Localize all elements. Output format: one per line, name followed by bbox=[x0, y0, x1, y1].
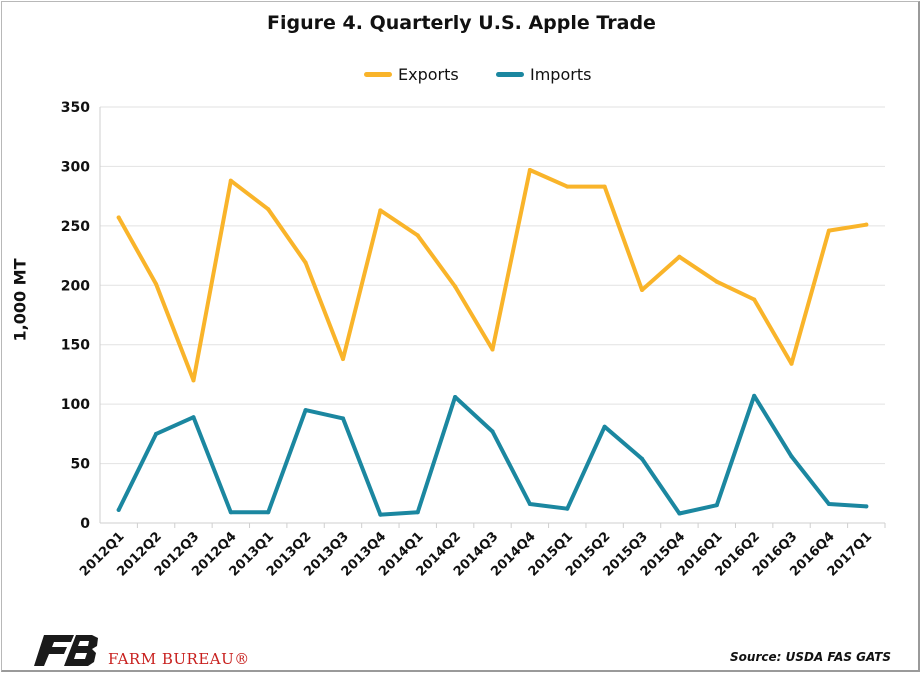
source-note: Source: USDA FAS GATS bbox=[730, 650, 891, 664]
data-point-imports-2016Q1 bbox=[714, 503, 719, 508]
legend-item-exports: Exports bbox=[364, 62, 459, 86]
brand-name: FARM BUREAU® bbox=[108, 650, 250, 668]
chart-legend: Exports Imports bbox=[0, 62, 923, 86]
data-point-exports-2013Q1 bbox=[266, 207, 271, 212]
data-point-imports-2012Q3 bbox=[191, 415, 196, 420]
data-point-imports-2013Q2 bbox=[303, 408, 308, 413]
y-tick-label-350: 350 bbox=[61, 100, 90, 116]
data-point-imports-2015Q1 bbox=[565, 506, 570, 511]
y-tick-label-100: 100 bbox=[61, 397, 90, 413]
data-point-exports-2015Q3 bbox=[640, 288, 645, 293]
data-point-exports-2012Q2 bbox=[154, 282, 159, 287]
data-point-imports-2013Q3 bbox=[340, 416, 345, 421]
data-point-imports-2016Q4 bbox=[826, 501, 831, 506]
data-point-exports-2015Q2 bbox=[602, 184, 607, 189]
data-point-exports-2014Q3 bbox=[490, 347, 495, 352]
series-line-imports bbox=[116, 393, 869, 517]
y-tick-label-150: 150 bbox=[61, 338, 90, 354]
data-point-exports-2016Q2 bbox=[752, 297, 757, 302]
data-point-exports-2012Q4 bbox=[228, 178, 233, 183]
data-point-exports-2016Q4 bbox=[826, 228, 831, 233]
data-point-imports-2016Q3 bbox=[789, 454, 794, 459]
data-point-exports-2012Q3 bbox=[191, 378, 196, 383]
data-point-exports-2014Q1 bbox=[415, 233, 420, 238]
data-point-imports-2014Q4 bbox=[527, 501, 532, 506]
data-point-imports-2012Q1 bbox=[116, 507, 121, 512]
y-tick-label-200: 200 bbox=[61, 278, 90, 294]
data-point-imports-2012Q2 bbox=[154, 431, 159, 436]
y-tick-label-250: 250 bbox=[61, 219, 90, 235]
data-point-imports-2017Q1 bbox=[864, 504, 869, 509]
data-point-exports-2014Q4 bbox=[527, 167, 532, 172]
data-point-imports-2015Q3 bbox=[640, 456, 645, 461]
legend-swatch-imports bbox=[496, 71, 524, 77]
data-point-imports-2015Q2 bbox=[602, 424, 607, 429]
data-point-imports-2014Q3 bbox=[490, 429, 495, 434]
farm-bureau-logo bbox=[34, 635, 98, 666]
data-point-exports-2012Q1 bbox=[116, 215, 121, 220]
y-tick-label-0: 0 bbox=[80, 516, 90, 532]
data-point-exports-2016Q1 bbox=[714, 279, 719, 284]
legend-swatch-exports bbox=[364, 71, 392, 77]
data-point-imports-2016Q2 bbox=[752, 393, 757, 398]
data-point-exports-2015Q1 bbox=[565, 184, 570, 189]
data-point-exports-2013Q3 bbox=[340, 356, 345, 361]
data-point-exports-2015Q4 bbox=[677, 254, 682, 259]
data-point-imports-2012Q4 bbox=[228, 510, 233, 515]
legend-item-imports: Imports bbox=[496, 62, 591, 86]
data-point-exports-2013Q4 bbox=[378, 208, 383, 213]
data-point-imports-2014Q1 bbox=[415, 510, 420, 515]
chart-title: Figure 4. Quarterly U.S. Apple Trade bbox=[267, 12, 656, 34]
y-tick-label-300: 300 bbox=[61, 159, 90, 175]
data-point-exports-2014Q2 bbox=[453, 284, 458, 289]
y-tick-label-50: 50 bbox=[71, 457, 91, 473]
data-point-imports-2014Q2 bbox=[453, 395, 458, 400]
data-point-imports-2013Q1 bbox=[266, 510, 271, 515]
data-point-exports-2016Q3 bbox=[789, 361, 794, 366]
data-point-imports-2015Q4 bbox=[677, 511, 682, 516]
data-point-exports-2017Q1 bbox=[864, 222, 869, 227]
legend-label-exports: Exports bbox=[398, 64, 459, 84]
legend-label-imports: Imports bbox=[530, 64, 592, 84]
data-point-exports-2013Q2 bbox=[303, 260, 308, 265]
data-point-imports-2013Q4 bbox=[378, 512, 383, 517]
